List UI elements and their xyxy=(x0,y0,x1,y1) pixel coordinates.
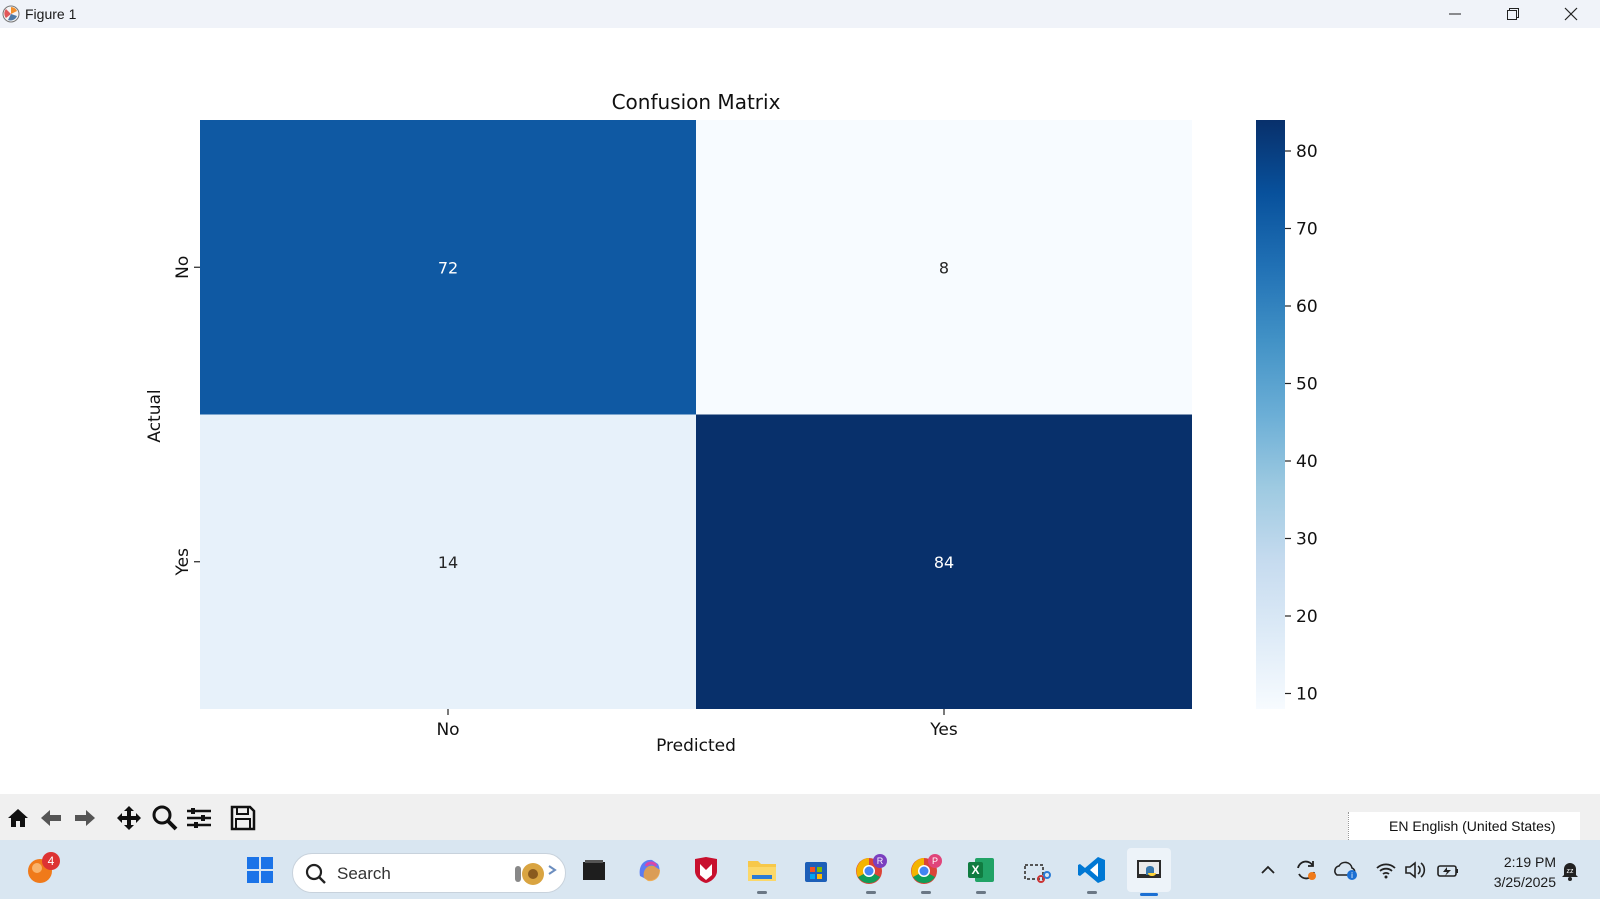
back-icon[interactable] xyxy=(36,803,66,833)
y-tick-label: Yes xyxy=(173,548,193,577)
wifi-icon[interactable] xyxy=(1366,850,1406,890)
colorbar-ticks: 10 20 30 40 50 60 70 80 xyxy=(1285,142,1318,705)
notification-count-badge: 4 xyxy=(42,852,60,870)
save-icon[interactable] xyxy=(228,803,258,833)
running-indicator xyxy=(1087,891,1097,894)
svg-text:X: X xyxy=(971,863,979,877)
heatmap-cells xyxy=(200,120,1192,709)
active-indicator xyxy=(1140,893,1158,896)
taskbar: Search R P X xyxy=(0,840,1600,899)
onedrive-icon[interactable]: i xyxy=(1326,850,1366,890)
search-input[interactable]: Search xyxy=(292,853,566,893)
svg-text:zz: zz xyxy=(1567,868,1575,875)
chrome-profile-r-icon[interactable]: R xyxy=(851,850,891,894)
y-tick-label: No xyxy=(173,256,193,279)
mcafee-icon[interactable] xyxy=(686,850,726,890)
heatmap-annotations: 72 8 14 84 xyxy=(438,258,954,572)
snipping-tool-icon[interactable] xyxy=(1016,850,1056,890)
microsoft-store-icon[interactable] xyxy=(796,850,836,890)
running-indicator xyxy=(757,891,767,894)
svg-text:R: R xyxy=(877,856,884,866)
colorbar-tick-label: 40 xyxy=(1296,452,1318,472)
colorbar-tick-label: 10 xyxy=(1296,685,1318,705)
colorbar-tick-label: 60 xyxy=(1296,297,1318,317)
vscode-icon[interactable] xyxy=(1072,850,1112,894)
running-indicator xyxy=(921,891,931,894)
window-title: Figure 1 xyxy=(25,6,77,22)
volume-icon[interactable] xyxy=(1396,850,1436,890)
y-axis: No Yes xyxy=(173,256,200,577)
svg-text:P: P xyxy=(932,856,938,866)
cell-value-label: 8 xyxy=(939,258,949,277)
x-tick-label: No xyxy=(436,720,459,740)
restore-button[interactable] xyxy=(1484,0,1542,28)
close-button[interactable] xyxy=(1542,0,1600,28)
copilot-icon[interactable] xyxy=(630,850,670,890)
pan-icon[interactable] xyxy=(114,803,144,833)
heatmap-cell xyxy=(696,414,1192,709)
zoom-icon[interactable] xyxy=(150,803,180,833)
svg-text:i: i xyxy=(1351,871,1353,880)
figure-canvas[interactable]: Confusion Matrix 72 8 14 84 No Yes No Yes Pre… xyxy=(0,28,1600,794)
colorbar-tick-label: 30 xyxy=(1296,530,1318,550)
system-clock[interactable]: 2:19 PM 3/25/2025 xyxy=(1468,852,1556,892)
configure-icon[interactable] xyxy=(184,803,214,833)
clock-time: 2:19 PM xyxy=(1503,854,1556,870)
x-axis-label: Predicted xyxy=(656,736,736,756)
python-figure-icon[interactable] xyxy=(1127,848,1171,896)
heatmap-cell xyxy=(696,120,1192,415)
search-highlight-icon xyxy=(515,863,557,885)
colorbar-tick-label: 20 xyxy=(1296,607,1318,627)
chrome-profile-p-icon[interactable]: P xyxy=(906,850,946,894)
battery-icon[interactable] xyxy=(1428,850,1468,890)
running-indicator xyxy=(976,891,986,894)
figure-toolbar xyxy=(0,794,1600,840)
cell-value-label: 72 xyxy=(438,258,458,277)
minimize-button[interactable] xyxy=(1426,0,1484,28)
window-titlebar: Figure 1 xyxy=(0,0,1600,28)
x-axis: No Yes xyxy=(436,709,958,740)
file-explorer-icon[interactable] xyxy=(742,850,782,894)
heatmap-cell xyxy=(200,414,696,709)
sync-icon[interactable] xyxy=(1286,850,1326,890)
x-tick-label: Yes xyxy=(929,720,958,740)
running-indicator xyxy=(866,891,876,894)
colorbar-tick-label: 50 xyxy=(1296,375,1318,395)
y-axis-label: Actual xyxy=(145,389,165,442)
heatmap-cell xyxy=(200,120,696,415)
colorbar-tick-label: 70 xyxy=(1296,220,1318,240)
home-icon[interactable] xyxy=(3,803,33,833)
chart-title: Confusion Matrix xyxy=(612,90,781,114)
file-manager-icon[interactable] xyxy=(574,850,614,890)
search-placeholder: Search xyxy=(337,864,391,883)
search-icon xyxy=(305,863,326,884)
language-indicator[interactable]: EN English (United States) xyxy=(1348,812,1580,840)
notification-bell-icon[interactable]: zz xyxy=(1550,850,1590,890)
colorbar-tick-label: 80 xyxy=(1296,142,1318,162)
language-text: EN English (United States) xyxy=(1389,818,1556,834)
clock-date: 3/25/2025 xyxy=(1493,874,1556,890)
matplotlib-app-icon xyxy=(2,4,22,24)
cell-value-label: 14 xyxy=(438,553,458,572)
colorbar xyxy=(1256,120,1285,709)
forward-icon[interactable] xyxy=(70,803,100,833)
windows-start-icon[interactable] xyxy=(240,850,280,890)
chevron-up-icon[interactable] xyxy=(1248,850,1288,890)
excel-icon[interactable]: X xyxy=(961,850,1001,894)
confusion-matrix-chart: Confusion Matrix 72 8 14 84 No Yes No Yes Pre… xyxy=(145,90,1318,756)
cell-value-label: 84 xyxy=(934,553,954,572)
